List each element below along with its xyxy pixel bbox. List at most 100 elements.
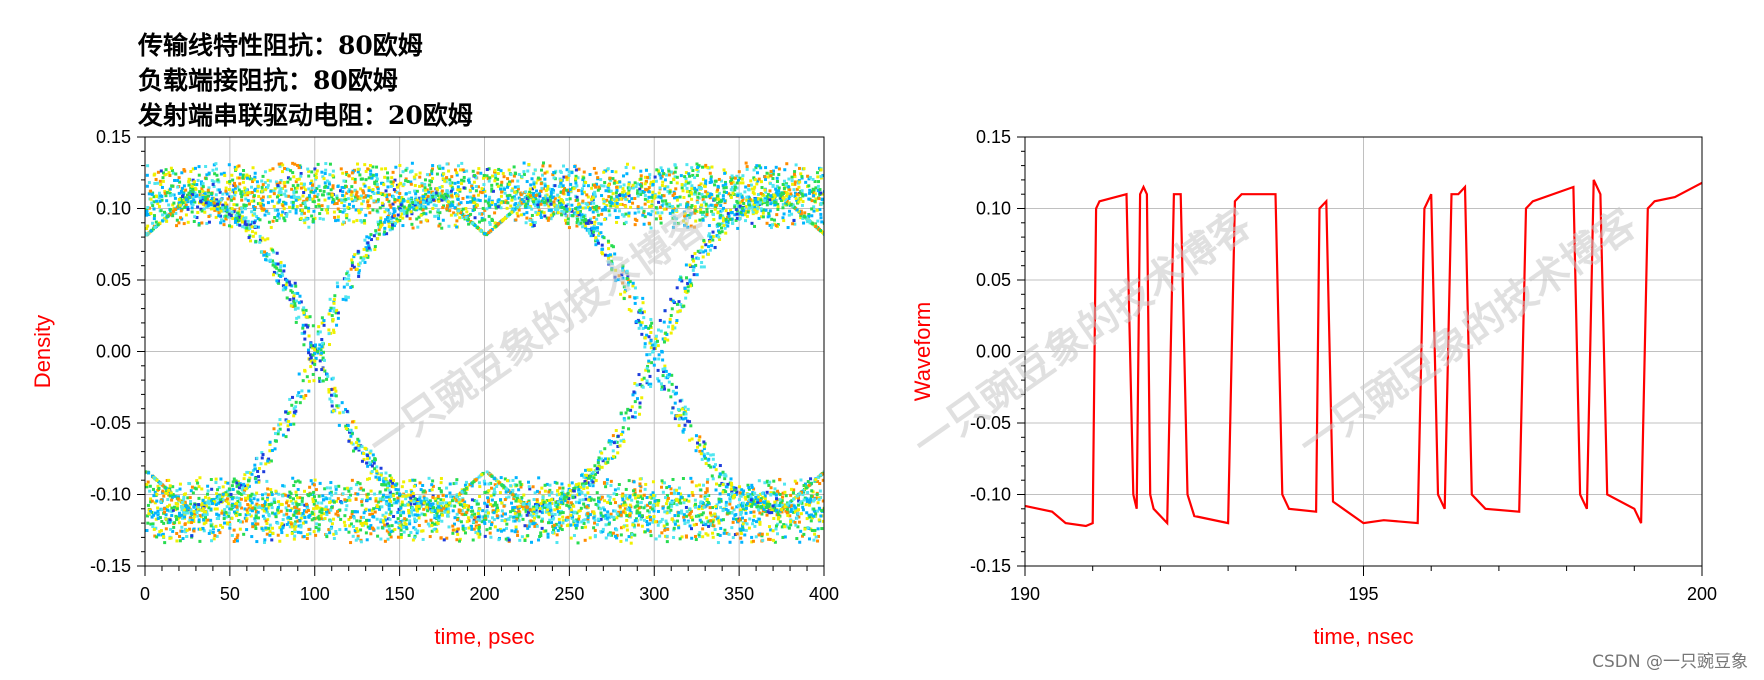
density-point	[371, 188, 375, 192]
density-point	[522, 212, 526, 216]
density-point	[783, 168, 787, 172]
density-point	[522, 170, 526, 174]
density-point	[303, 489, 307, 493]
density-point	[573, 523, 577, 527]
density-point	[753, 224, 757, 228]
density-point	[526, 169, 530, 173]
density-point	[260, 503, 264, 507]
density-point	[226, 197, 230, 201]
density-point	[369, 489, 373, 493]
density-point	[311, 197, 315, 201]
density-point	[291, 206, 295, 210]
density-point	[599, 178, 603, 182]
density-point	[196, 514, 200, 518]
density-point	[274, 515, 278, 519]
density-point	[364, 169, 368, 173]
density-point	[773, 540, 777, 544]
density-point	[629, 205, 633, 209]
density-point	[517, 519, 521, 523]
density-point	[219, 477, 223, 481]
density-point	[802, 221, 806, 225]
density-point	[427, 190, 431, 194]
density-point	[675, 488, 679, 492]
density-point	[253, 212, 257, 216]
density-point	[612, 509, 616, 513]
density-point	[156, 506, 160, 510]
density-point	[299, 186, 303, 190]
x-tick-label: 250	[554, 584, 584, 604]
density-point	[440, 191, 444, 195]
density-point	[810, 489, 814, 493]
density-point	[359, 207, 363, 211]
density-point	[603, 217, 607, 221]
density-point	[747, 486, 751, 490]
density-point	[368, 526, 372, 530]
density-point	[173, 521, 177, 525]
density-point	[549, 190, 553, 194]
density-point	[556, 510, 560, 514]
density-point	[584, 525, 588, 529]
density-point	[189, 502, 193, 506]
density-point	[691, 518, 695, 522]
density-point	[465, 200, 469, 204]
density-point	[771, 177, 775, 181]
density-point	[266, 195, 270, 199]
density-point	[340, 185, 344, 189]
density-point	[500, 190, 504, 194]
density-point	[697, 534, 701, 538]
density-point	[213, 534, 217, 538]
density-point	[508, 182, 512, 186]
density-point	[793, 175, 797, 179]
density-point	[716, 184, 720, 188]
density-point	[455, 173, 459, 177]
density-point	[772, 491, 776, 495]
density-point	[493, 179, 497, 183]
density-point	[674, 208, 678, 212]
density-point	[443, 179, 447, 183]
density-point	[364, 213, 368, 217]
density-point	[314, 176, 318, 180]
density-point	[658, 186, 662, 190]
density-point	[720, 222, 724, 226]
density-point	[791, 510, 795, 514]
density-point	[304, 520, 308, 524]
density-point	[546, 535, 550, 539]
density-point	[292, 175, 296, 179]
density-point	[239, 497, 243, 501]
density-point	[718, 483, 722, 487]
density-point	[775, 213, 779, 217]
density-point	[699, 186, 703, 190]
density-point	[533, 168, 537, 172]
density-point	[284, 189, 288, 193]
density-point	[649, 180, 653, 184]
density-point	[417, 215, 421, 219]
density-point	[236, 533, 240, 537]
density-point	[509, 484, 513, 488]
density-point	[513, 197, 517, 201]
density-point	[281, 210, 285, 214]
density-point	[764, 208, 768, 212]
density-point	[658, 205, 662, 209]
density-point	[749, 183, 753, 187]
density-point	[591, 484, 595, 488]
density-point	[332, 210, 336, 214]
density-point	[748, 517, 752, 521]
density-point	[435, 512, 439, 516]
density-point	[232, 197, 236, 201]
density-point	[611, 531, 615, 535]
density-point	[816, 534, 820, 538]
density-point	[671, 477, 675, 481]
density-point	[234, 512, 238, 516]
density-point	[712, 217, 716, 221]
density-point	[293, 529, 297, 533]
density-point	[329, 508, 333, 512]
density-point	[236, 176, 240, 180]
density-point	[583, 493, 587, 497]
density-point	[292, 189, 296, 193]
density-point	[291, 203, 295, 207]
density-point	[565, 503, 569, 507]
density-point	[207, 215, 211, 219]
density-point	[380, 201, 384, 205]
density-point	[312, 495, 316, 499]
density-point	[303, 516, 307, 520]
